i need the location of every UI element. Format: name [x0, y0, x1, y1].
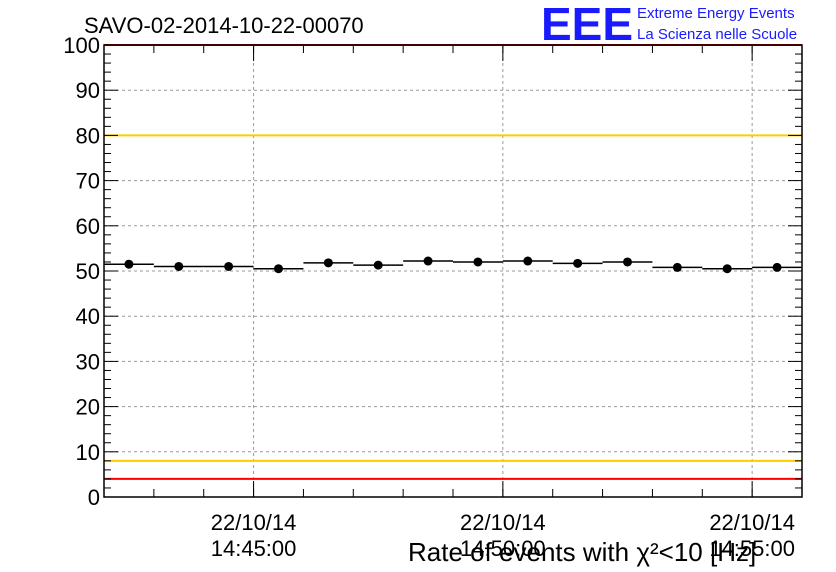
data-point: [573, 258, 583, 268]
data-point: [423, 256, 433, 266]
data-point: [772, 262, 782, 272]
axis-ticks: [103, 44, 803, 498]
x-tick-labels: 22/10/1414:45:0022/10/1414:50:0022/10/14…: [211, 510, 795, 561]
y-tick-label: 90: [76, 78, 100, 103]
data-point: [323, 258, 333, 268]
data-point: [623, 257, 632, 267]
y-tick-label: 50: [76, 259, 100, 284]
y-tick-labels: 0 10 20 30 40 50 60 70 80 90 100: [63, 33, 100, 510]
y-tick-label: 80: [76, 123, 100, 148]
y-tick-label: 100: [63, 33, 100, 58]
data-point: [523, 256, 533, 266]
grid-lines: [104, 45, 802, 497]
y-tick-label: 20: [76, 395, 100, 420]
y-tick-label: 10: [76, 440, 100, 465]
y-tick-label: 0: [88, 485, 100, 510]
data-point: [373, 260, 383, 270]
x-tick-date: 22/10/14: [211, 510, 297, 535]
data-point: [473, 257, 483, 267]
x-axis-label: Rate of events with χ²<10 [Hz]: [408, 537, 756, 567]
data-point: [224, 261, 234, 271]
x-tick-time: 14:55:00: [709, 536, 795, 561]
logo-line-2: La Scienza nelle Scuole: [637, 26, 797, 43]
logo-line-1: Extreme Energy Events: [637, 5, 795, 22]
x-tick-date: 22/10/14: [460, 510, 546, 535]
data-point: [174, 261, 184, 271]
plot-frame: [103, 44, 803, 498]
eee-logo: EEE Extreme Energy Events La Scienza nel…: [541, 0, 797, 50]
y-tick-label: 30: [76, 349, 100, 374]
x-tick-time: 14:50:00: [460, 536, 546, 561]
data-point: [124, 259, 134, 269]
data-point: [722, 264, 732, 274]
y-tick-label: 70: [76, 169, 100, 194]
data-point: [274, 264, 283, 274]
y-tick-label: 40: [76, 304, 100, 329]
y-tick-label: 60: [76, 214, 100, 239]
x-tick-date: 22/10/14: [709, 510, 795, 535]
chart-title: SAVO-02-2014-10-22-00070: [84, 13, 364, 38]
data-series: [104, 256, 802, 274]
logo-letters: EEE: [541, 0, 633, 50]
data-point: [672, 262, 682, 272]
x-tick-time: 14:45:00: [211, 536, 297, 561]
